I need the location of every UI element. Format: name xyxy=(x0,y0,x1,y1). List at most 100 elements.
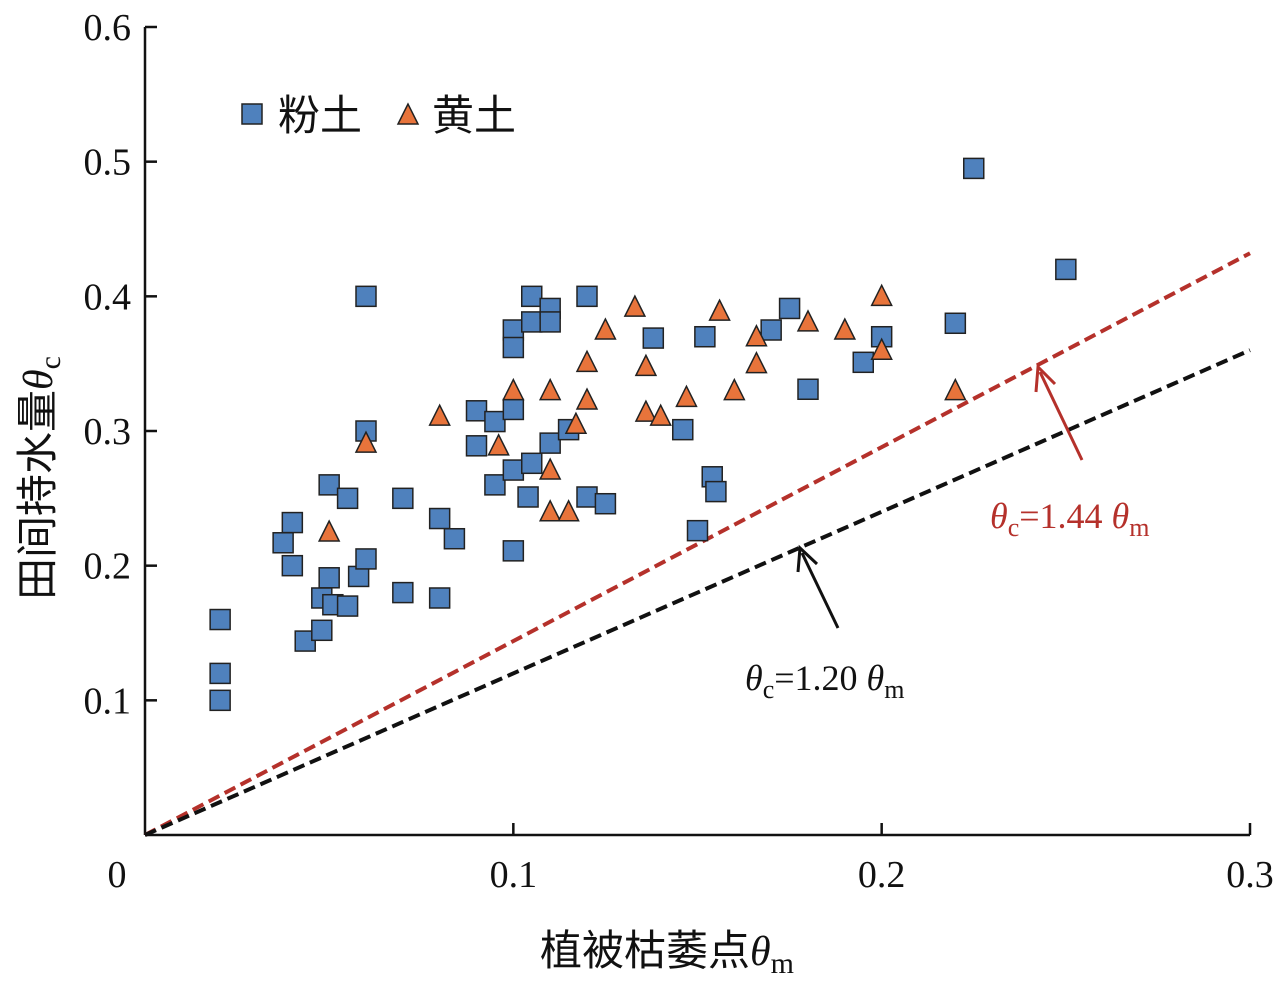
silt-point xyxy=(502,459,525,481)
y-tick-label: 0.5 xyxy=(84,142,132,184)
x-tick-label: 0.2 xyxy=(858,854,906,896)
silt-point xyxy=(672,418,694,441)
silt-point xyxy=(686,519,709,542)
silt-point xyxy=(428,507,451,530)
silt-point xyxy=(311,619,333,642)
loess-point xyxy=(745,350,768,374)
legend-label-loess: 黄土 xyxy=(432,94,516,140)
silt-point xyxy=(392,487,414,510)
loess-point xyxy=(745,324,768,347)
y-tick-label: 0.1 xyxy=(84,680,132,722)
silt-point xyxy=(484,410,506,433)
silt-point xyxy=(1055,258,1077,281)
silt-point xyxy=(294,630,316,652)
silt-point xyxy=(443,527,466,550)
silt-point xyxy=(594,492,617,515)
silt-point xyxy=(392,581,414,604)
silt-point xyxy=(778,297,801,320)
silt-point xyxy=(705,480,727,503)
legend-label-silt: 粉土 xyxy=(278,94,362,140)
label-144: θc=1.44 θm xyxy=(990,496,1149,542)
silt-point xyxy=(318,474,340,496)
loess-point xyxy=(870,337,893,360)
silt-point xyxy=(465,400,488,422)
arrowhead-120 xyxy=(796,544,819,573)
annotation-120: θc=1.20 θm xyxy=(745,544,904,704)
loess-point xyxy=(502,377,525,401)
silt-point xyxy=(465,435,488,457)
y-tick-label: 0.4 xyxy=(84,276,132,318)
silt-point xyxy=(281,554,304,577)
loess-point xyxy=(354,430,378,453)
loess-point xyxy=(538,377,562,401)
loess-point xyxy=(623,294,647,317)
silt-point xyxy=(502,398,525,421)
y-tick-label: 0.2 xyxy=(84,546,132,588)
loess-point xyxy=(944,377,967,401)
silt-point xyxy=(209,662,231,685)
loess-point xyxy=(634,353,658,377)
silt-point xyxy=(944,312,967,335)
loess-point xyxy=(557,499,580,522)
loess-point xyxy=(428,403,451,426)
loess-point xyxy=(833,317,857,340)
silt-point xyxy=(760,319,782,341)
loess-point xyxy=(708,298,731,321)
silt-point xyxy=(272,532,294,554)
silt-point xyxy=(336,487,359,510)
silt-point xyxy=(963,157,985,180)
loess-point xyxy=(723,377,746,401)
silt-point xyxy=(576,285,598,308)
silt-point xyxy=(642,327,665,349)
silt-point xyxy=(694,325,716,348)
loess-point xyxy=(538,457,562,480)
loess-point xyxy=(575,387,599,410)
loess-point xyxy=(487,433,510,456)
loess-point xyxy=(575,349,599,373)
loess-point xyxy=(870,283,893,307)
arrow-144 xyxy=(1038,371,1084,461)
arrow-120 xyxy=(800,552,840,629)
x-tick-label: 0.3 xyxy=(1226,854,1274,896)
fit-line-144 xyxy=(144,251,1251,837)
legend-marker-silt xyxy=(241,103,263,125)
silt-point xyxy=(484,474,506,496)
annotation-144: θc=1.44 θm xyxy=(990,363,1149,542)
silt-point xyxy=(209,689,231,712)
fit-line-120 xyxy=(144,348,1251,837)
x-axis-label: 植被枯萎点θm xyxy=(540,929,794,980)
x-tick-label: 0 xyxy=(108,854,127,896)
silt-point xyxy=(428,587,451,609)
silt-point xyxy=(539,432,561,454)
silt-point xyxy=(521,452,543,475)
silt-point xyxy=(355,285,377,308)
loess-point xyxy=(594,317,617,340)
silt-point xyxy=(355,548,377,570)
loess-point xyxy=(649,403,672,426)
silt-point xyxy=(336,595,359,617)
silt-point xyxy=(797,378,819,401)
silt-point xyxy=(521,311,543,333)
silt-point xyxy=(517,486,539,508)
silt-point xyxy=(318,567,340,589)
arrowhead-144 xyxy=(1034,363,1057,393)
y-tick-label: 0.3 xyxy=(84,411,132,453)
x-tick-label: 0.1 xyxy=(490,854,538,896)
loess-point xyxy=(675,384,698,408)
silt-point xyxy=(502,540,525,562)
axes xyxy=(143,27,1250,837)
loess-point xyxy=(634,399,658,422)
silt-point xyxy=(502,336,525,359)
loess-point xyxy=(564,411,588,435)
silt-point xyxy=(281,511,304,534)
loess-point xyxy=(538,499,562,522)
silt-point xyxy=(209,608,231,631)
y-tick-label: 0.6 xyxy=(84,7,132,49)
silt-point xyxy=(576,486,598,508)
label-120: θc=1.20 θm xyxy=(745,658,904,704)
y-axis-label: 田间持水量θc xyxy=(16,356,67,600)
legend: 粉土 黄土 xyxy=(241,94,516,140)
silt-point xyxy=(539,311,561,333)
silt-point xyxy=(521,285,543,308)
